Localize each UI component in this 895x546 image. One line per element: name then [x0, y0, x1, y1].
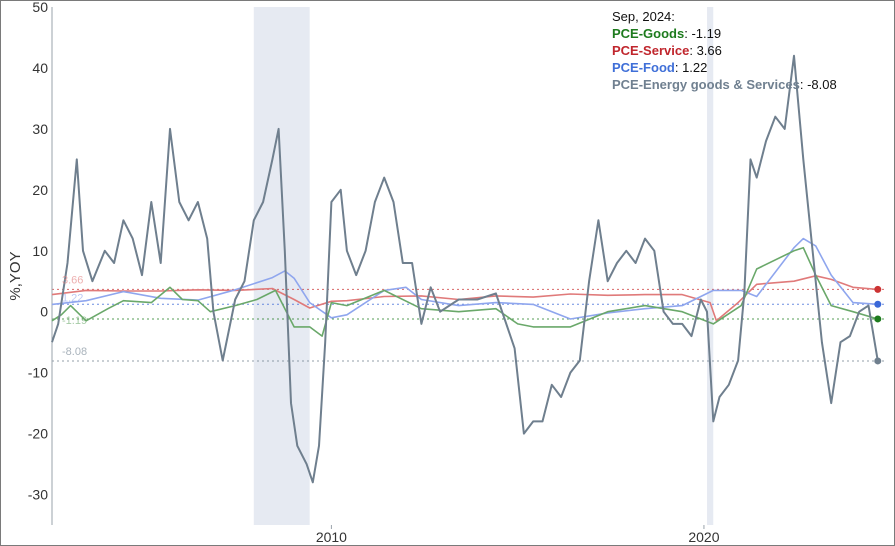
series-line	[51, 54, 879, 484]
end-value-label: 3.66	[62, 274, 83, 286]
legend-header: Sep, 2024:	[612, 9, 675, 24]
end-value-label: -1.19	[62, 315, 87, 327]
x-axis-ticks: 2010 2020	[316, 525, 720, 545]
x-tick-label: 2020	[688, 529, 719, 545]
legend-value: -1.19	[691, 26, 722, 41]
series-line	[51, 237, 878, 320]
last-value-dot	[874, 300, 882, 308]
y-tick-label: -10	[28, 365, 48, 381]
y-tick-label: 20	[32, 182, 48, 198]
legend-item-pce-energy[interactable]: PCE-Energy goods & Services: -8.08	[612, 76, 837, 93]
x-tick-label: 2010	[316, 529, 347, 545]
legend-sep: :	[799, 77, 808, 92]
y-tick-label: 30	[32, 121, 48, 137]
legend-name: PCE-Food	[612, 60, 675, 75]
last-value-dot	[874, 285, 882, 293]
y-axis-title: %,YOY	[7, 251, 24, 300]
legend-value: -8.08	[807, 77, 837, 92]
shaded-period	[253, 7, 310, 525]
legend-value: 1.22	[682, 60, 708, 75]
end-value-label: 1.22	[62, 292, 83, 304]
legend-name: PCE-Energy goods & Services	[612, 77, 800, 92]
y-tick-label: 10	[32, 243, 48, 259]
last-value-dots	[874, 285, 882, 365]
legend-item-pce-service[interactable]: PCE-Service: 3.66	[612, 42, 837, 59]
legend-sep: :	[674, 60, 683, 75]
legend-sep: :	[689, 43, 697, 58]
y-tick-label: 40	[32, 60, 48, 76]
y-tick-label: -30	[28, 487, 48, 503]
y-axis-ticks: 50 40 30 20 10 0 -10 -20 -30	[28, 1, 48, 503]
legend-item-pce-goods[interactable]: PCE-Goods: -1.19	[612, 25, 837, 42]
last-value-dot	[874, 315, 882, 323]
end-value-labels: 3.66 1.22 -1.19 -8.08	[62, 274, 87, 358]
legend: Sep, 2024: PCE-Goods: -1.19 PCE-Service:…	[612, 8, 837, 93]
legend-sep: :	[684, 26, 692, 41]
recession-shading	[253, 7, 714, 525]
series-lines	[51, 54, 879, 484]
end-value-label: -8.08	[62, 346, 87, 358]
y-tick-label: 0	[40, 304, 48, 320]
legend-name: PCE-Goods	[612, 26, 685, 41]
shaded-period	[707, 7, 714, 525]
series-line	[51, 246, 879, 337]
legend-name: PCE-Service	[612, 43, 690, 58]
y-tick-label: 50	[32, 1, 48, 15]
legend-value: 3.66	[696, 43, 722, 58]
y-tick-label: -20	[28, 426, 48, 442]
legend-item-pce-food[interactable]: PCE-Food: 1.22	[612, 59, 837, 76]
last-value-dot	[874, 357, 882, 365]
